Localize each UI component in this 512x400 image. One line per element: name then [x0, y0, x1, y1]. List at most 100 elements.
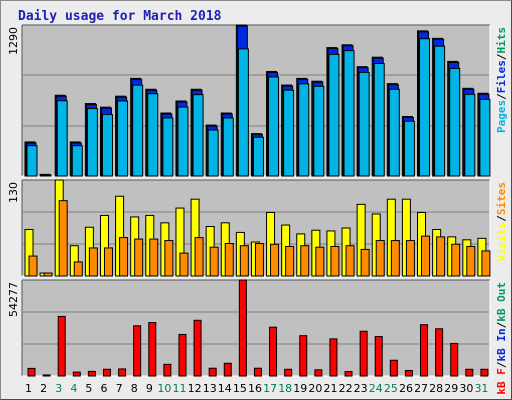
- legend-entry: /: [495, 361, 508, 368]
- files-bar: [40, 174, 52, 177]
- x-tick-label: 21: [323, 382, 337, 395]
- kb-bar: [389, 359, 398, 377]
- pages-bar: [147, 93, 159, 177]
- x-tick-label: 9: [146, 382, 153, 395]
- kb-bar: [42, 374, 51, 377]
- pages-bar: [403, 120, 415, 177]
- kb-bar: [480, 368, 489, 377]
- sites-bar: [330, 245, 340, 277]
- kb-bar: [450, 342, 459, 377]
- x-tick-label: 25: [384, 382, 398, 395]
- kb-bar: [299, 335, 308, 377]
- x-tick-label: 10: [157, 382, 171, 395]
- panel-kbytes-bg: [22, 280, 490, 376]
- kb-bar: [57, 315, 66, 377]
- pages-bar: [358, 71, 370, 177]
- kb-bar: [148, 322, 157, 377]
- kb-bar: [133, 325, 142, 377]
- pages-bar: [328, 53, 340, 177]
- sites-bar: [451, 243, 461, 277]
- legend-entry: Files: [495, 60, 508, 93]
- sites-bar: [119, 237, 129, 277]
- x-tick-label: 12: [188, 382, 202, 395]
- sites-bar: [103, 247, 113, 277]
- sites-bar: [405, 240, 415, 277]
- kb-bar: [465, 368, 474, 377]
- pages-bar: [26, 145, 38, 177]
- sites-bar: [285, 245, 295, 277]
- x-tick-label: 24: [369, 382, 383, 395]
- y-max-label: 130: [7, 182, 20, 203]
- legend-entry: kB F: [495, 368, 508, 395]
- sites-bar: [436, 236, 446, 277]
- sites-bar: [239, 245, 249, 277]
- pages-bar: [268, 76, 280, 177]
- pages-bar: [192, 94, 204, 177]
- sites-bar: [254, 243, 264, 277]
- sites-bar: [270, 243, 280, 277]
- pages-bar: [207, 129, 219, 177]
- x-tick-label: 31: [474, 382, 488, 395]
- sites-bar: [481, 250, 491, 277]
- pages-bar: [419, 38, 431, 177]
- pages-bar: [298, 83, 310, 177]
- x-tick-label: 4: [70, 382, 77, 395]
- x-tick-label: 1: [25, 382, 32, 395]
- x-tick-label: 27: [414, 382, 428, 395]
- x-tick-label: 11: [173, 382, 187, 395]
- kb-bar: [404, 370, 413, 377]
- kb-bar: [253, 367, 262, 377]
- pages-bar: [86, 108, 98, 177]
- kb-bar: [163, 363, 172, 377]
- kb-bar: [435, 328, 444, 377]
- kb-bar: [223, 362, 232, 377]
- x-tick-label: 20: [308, 382, 322, 395]
- pages-bar: [373, 63, 385, 177]
- kb-bar: [344, 371, 353, 377]
- pages-bar: [132, 84, 144, 177]
- kb-bar: [102, 368, 111, 377]
- sites-bar: [58, 200, 68, 277]
- legend-entry: /: [495, 53, 508, 60]
- pages-bar: [56, 100, 68, 177]
- x-tick-label: 6: [101, 382, 108, 395]
- x-tick-label: 5: [85, 382, 92, 395]
- pages-bar: [177, 106, 189, 177]
- sites-bar: [164, 240, 174, 277]
- legend-kbytes: kB F/kB In/kB Out: [495, 282, 508, 395]
- sites-bar: [375, 240, 385, 277]
- pages-bar: [237, 48, 249, 177]
- pages-bar: [464, 93, 476, 177]
- sites-bar: [315, 246, 325, 277]
- sites-bar: [88, 247, 98, 277]
- sites-bar: [73, 261, 83, 277]
- kb-bar: [374, 336, 383, 377]
- x-tick-label: 30: [459, 382, 473, 395]
- kb-bar: [359, 330, 368, 377]
- sites-bar: [134, 238, 144, 277]
- pages-bar: [101, 114, 113, 177]
- sites-bar: [466, 245, 476, 277]
- legend-entry: Pages: [495, 100, 508, 133]
- kb-bar: [178, 333, 187, 377]
- sites-bar: [390, 240, 400, 277]
- x-tick-label: 16: [248, 382, 262, 395]
- x-tick-label: 15: [233, 382, 247, 395]
- x-tick-label: 22: [339, 382, 353, 395]
- pages-bar: [479, 98, 491, 177]
- y-max-label: 1290: [7, 27, 20, 55]
- x-tick-label: 14: [218, 382, 232, 395]
- x-tick-label: 19: [293, 382, 307, 395]
- sites-bar: [149, 238, 159, 277]
- pages-bar: [434, 45, 446, 177]
- x-tick-label: 23: [354, 382, 368, 395]
- pages-bar: [252, 136, 264, 177]
- sites-bar: [194, 237, 204, 277]
- kb-bar: [314, 369, 323, 377]
- kb-bar: [27, 367, 36, 377]
- kb-bar: [72, 371, 81, 377]
- y-max-label: 54277: [7, 282, 20, 317]
- pages-bar: [71, 145, 83, 177]
- chart-title: Daily usage for March 2018: [18, 9, 222, 24]
